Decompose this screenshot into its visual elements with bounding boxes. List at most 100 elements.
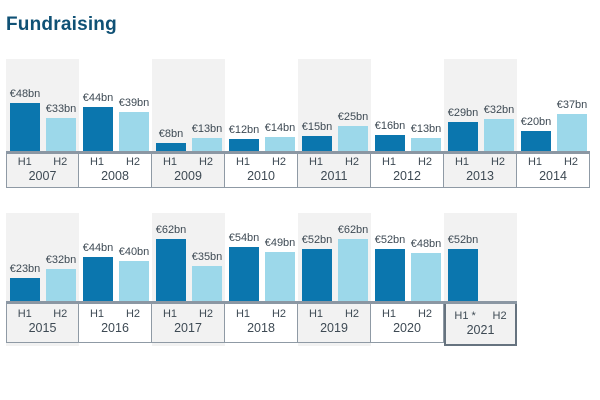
plot-area-2021: €52bn	[444, 213, 517, 301]
tick-h2-2021: H2	[492, 310, 507, 322]
half-year-ticks-2009: H1 H2	[152, 156, 224, 168]
value-label-2021-h1: €52bn	[447, 234, 479, 246]
bar-2009-h2	[192, 138, 222, 151]
axis-box-2008: H1 H2 2008	[79, 151, 152, 188]
bar-2008-h2	[119, 112, 149, 151]
plot-area-2013: €29bn €32bn	[444, 59, 517, 151]
half-year-ticks-2018: H1 H2	[225, 308, 297, 320]
bar-2011-h1	[302, 136, 332, 151]
year-group-2014: €20bn €37bn H1 H2 2014	[517, 59, 590, 188]
bar-2012-h2	[411, 138, 441, 151]
axis-box-2018: H1 H2 2018	[225, 301, 298, 343]
year-group-2017: €62bn €35bn H1 H2 2017	[152, 213, 225, 346]
page-title: Fundraising	[6, 14, 117, 35]
chart-row-1: €48bn €33bn H1 H2 2007 €44bn €39bn H1 H2 2008 €8bn…	[6, 59, 590, 188]
year-label-2013: 2013	[466, 169, 494, 183]
bar-2009-h1	[156, 143, 186, 151]
plot-area-2018: €54bn €49bn	[225, 213, 298, 301]
bar-2008-h1	[83, 107, 113, 151]
year-group-2015: €23bn €32bn H1 H2 2015	[6, 213, 79, 346]
bar-2020-h1	[375, 249, 405, 301]
tick-h2-2010: H2	[271, 156, 287, 168]
bar-2017-h1	[156, 239, 186, 301]
axis-box-2020: H1 H2 2020	[371, 301, 444, 343]
tick-h2-2009: H2	[198, 156, 214, 168]
bar-2010-h2	[265, 137, 295, 151]
axis-box-2016: H1 H2 2016	[79, 301, 152, 343]
bar-2010-h1	[229, 139, 259, 151]
year-group-2011: €15bn €25bn H1 H2 2011	[298, 59, 371, 188]
plot-area-2008: €44bn €39bn	[79, 59, 152, 151]
axis-box-2021: H1 * H2 2021	[444, 301, 517, 346]
year-group-2009: €8bn €13bn H1 H2 2009	[152, 59, 225, 188]
plot-area-2019: €52bn €62bn	[298, 213, 371, 301]
year-label-2012: 2012	[393, 169, 421, 183]
tick-h1-2016: H1	[89, 308, 105, 320]
axis-box-2007: H1 H2 2007	[6, 151, 79, 188]
value-label-2014-h2: €37bn	[556, 99, 588, 111]
tick-h1-2007: H1	[17, 156, 32, 168]
half-year-ticks-2015: H1 H2	[7, 308, 78, 320]
tick-h1-2021: H1 *	[454, 310, 476, 322]
x-axis-line	[6, 301, 517, 304]
year-label-2018: 2018	[247, 321, 275, 335]
half-year-ticks-2008: H1 H2	[79, 156, 151, 168]
tick-h2-2016: H2	[125, 308, 141, 320]
tick-h2-2020: H2	[417, 308, 433, 320]
tick-h2-2007: H2	[53, 156, 68, 168]
value-label-2012-h1: €16bn	[374, 120, 406, 132]
chart-row-2: €23bn €32bn H1 H2 2015 €44bn €40bn H1 H2 2016 €62b…	[6, 213, 517, 346]
bar-2020-h2	[411, 253, 441, 301]
year-group-2007: €48bn €33bn H1 H2 2007	[6, 59, 79, 188]
value-label-2017-h1: €62bn	[155, 224, 187, 236]
value-label-2008-h2: €39bn	[118, 97, 150, 109]
tick-h2-2011: H2	[344, 156, 360, 168]
value-label-2020-h2: €48bn	[410, 238, 442, 250]
year-group-2013: €29bn €32bn H1 H2 2013	[444, 59, 517, 188]
tick-h1-2018: H1	[235, 308, 251, 320]
bar-2011-h2	[338, 126, 368, 151]
bar-2018-h1	[229, 247, 259, 301]
half-year-ticks-2019: H1 H2	[298, 308, 370, 320]
plot-area-2010: €12bn €14bn	[225, 59, 298, 151]
x-axis-line	[6, 151, 590, 154]
axis-box-2011: H1 H2 2011	[298, 151, 371, 188]
year-group-2010: €12bn €14bn H1 H2 2010	[225, 59, 298, 188]
bar-2015-h1	[10, 278, 40, 301]
chart-rows-container: €48bn €33bn H1 H2 2007 €44bn €39bn H1 H2 2008 €8bn…	[6, 59, 600, 346]
tick-h1-2010: H1	[235, 156, 251, 168]
tick-h1-2012: H1	[381, 156, 397, 168]
tick-h1-2020: H1	[381, 308, 397, 320]
axis-box-2015: H1 H2 2015	[6, 301, 79, 343]
year-group-2020: €52bn €48bn H1 H2 2020	[371, 213, 444, 346]
year-group-2019: €52bn €62bn H1 H2 2019	[298, 213, 371, 346]
tick-h1-2013: H1	[454, 156, 470, 168]
plot-area-2014: €20bn €37bn	[517, 59, 590, 151]
value-label-2011-h1: €15bn	[301, 121, 333, 133]
bar-2015-h2	[46, 269, 76, 301]
plot-area-2016: €44bn €40bn	[79, 213, 152, 301]
half-year-ticks-2020: H1 H2	[371, 308, 443, 320]
tick-h1-2011: H1	[308, 156, 324, 168]
tick-h2-2012: H2	[417, 156, 433, 168]
half-year-ticks-2013: H1 H2	[444, 156, 516, 168]
plot-area-2020: €52bn €48bn	[371, 213, 444, 301]
value-label-2018-h2: €49bn	[264, 237, 296, 249]
half-year-ticks-2021: H1 * H2	[446, 310, 515, 322]
year-label-2007: 2007	[28, 169, 57, 183]
plot-area-2007: €48bn €33bn	[6, 59, 79, 151]
bar-2017-h2	[192, 266, 222, 301]
bar-2013-h1	[448, 122, 478, 151]
tick-h2-2018: H2	[271, 308, 287, 320]
bar-2014-h1	[521, 131, 551, 151]
year-groups: €48bn €33bn H1 H2 2007 €44bn €39bn H1 H2 2008 €8bn…	[6, 59, 590, 188]
year-label-2009: 2009	[174, 169, 202, 183]
bar-2018-h2	[265, 252, 295, 301]
value-label-2016-h2: €40bn	[118, 246, 150, 258]
year-label-2010: 2010	[247, 169, 275, 183]
half-year-ticks-2012: H1 H2	[371, 156, 443, 168]
year-label-2008: 2008	[101, 169, 129, 183]
value-label-2009-h1: €8bn	[158, 128, 184, 140]
year-group-2021: €52bn H1 * H2 2021	[444, 213, 517, 346]
half-year-ticks-2016: H1 H2	[79, 308, 151, 320]
